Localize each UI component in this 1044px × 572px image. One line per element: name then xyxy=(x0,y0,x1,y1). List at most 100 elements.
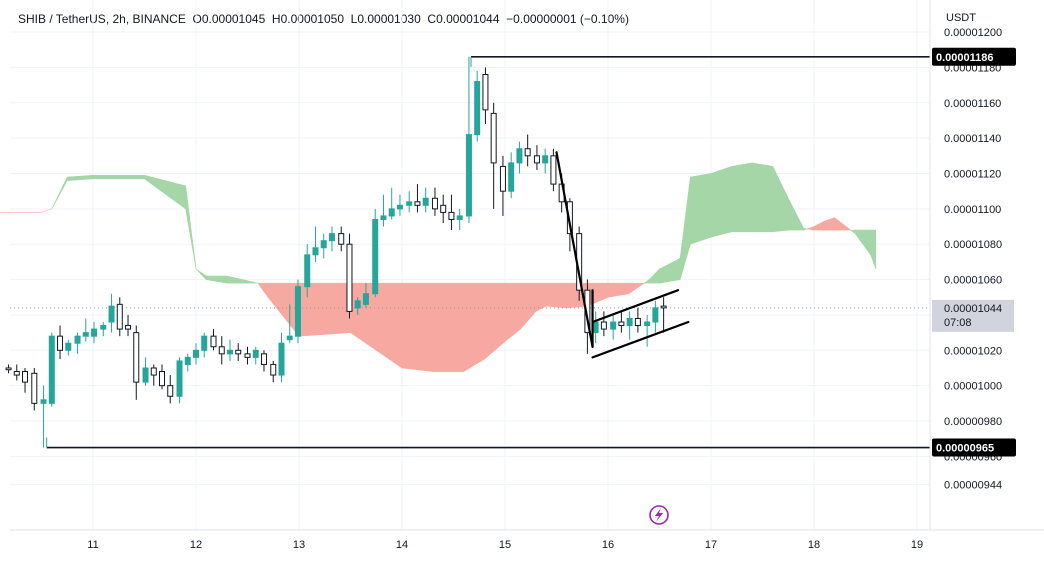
cloud-segment-bullish xyxy=(731,162,753,233)
candlesticks xyxy=(5,56,667,448)
candle-up xyxy=(396,204,403,210)
cloud-segment-bearish xyxy=(813,220,825,231)
candle-down xyxy=(440,204,447,213)
candle-down xyxy=(270,363,277,376)
price-level-tag xyxy=(932,47,1016,66)
bolt-icon[interactable] xyxy=(649,505,669,525)
price-tick-label: 0.00001200 xyxy=(944,27,1002,39)
candle-up xyxy=(65,342,72,351)
candle-down xyxy=(566,201,573,235)
price-level-tag-label: 0.00001186 xyxy=(936,52,994,64)
cloud-segment-bullish xyxy=(803,227,808,231)
cloud-segment-bullish xyxy=(710,166,732,238)
candle-down xyxy=(57,335,64,351)
candle-up xyxy=(516,148,523,164)
cloud-segment-bullish xyxy=(66,174,94,181)
cloud-segment-bearish xyxy=(463,282,485,373)
time-axis[interactable]: 11 12 13 14 15 16 17 18 19 xyxy=(87,539,923,551)
candle-up xyxy=(312,247,319,256)
candle-down xyxy=(5,367,12,371)
flag-upper-line[interactable] xyxy=(591,289,680,324)
candle-down xyxy=(533,155,540,164)
candle-up xyxy=(142,367,149,383)
candle-down xyxy=(490,112,497,164)
time-tick-label: 18 xyxy=(808,539,820,551)
candle-down xyxy=(31,372,38,404)
time-tick-label: 19 xyxy=(911,539,923,551)
candle-down xyxy=(260,353,267,365)
price-tick-label: 0.00001100 xyxy=(944,204,1001,216)
candle-down xyxy=(235,349,242,355)
symbol-label[interactable]: SHIB / TetherUS, 2h, BINANCE xyxy=(18,12,186,26)
price-tick-label: 0.00001140 xyxy=(944,133,1001,145)
cloud-segment-bearish xyxy=(587,282,609,307)
candle-up xyxy=(278,342,285,376)
candle-up xyxy=(294,286,301,337)
cloud-segment-bullish xyxy=(870,229,877,270)
candle-down xyxy=(618,321,625,327)
candle-down xyxy=(600,321,607,330)
price-tags: 0.00001186 0.00000965 0.00001044 07:08 xyxy=(932,47,1016,457)
cloud-segment-bullish xyxy=(92,174,145,180)
cloud-segment-bearish xyxy=(41,208,52,213)
candle-up xyxy=(252,349,259,358)
cloud-segment-bullish xyxy=(195,268,207,281)
candle-up xyxy=(542,155,549,164)
current-price-label: 0.00001044 xyxy=(944,303,1002,315)
candle-up xyxy=(201,335,208,351)
candle-up xyxy=(184,356,191,365)
cloud-segment-bearish xyxy=(807,226,815,231)
candle-up xyxy=(644,321,651,327)
candle-up xyxy=(74,335,81,344)
change-value: −0.00000001 (−0.10%) xyxy=(506,12,629,26)
close-value: C0.00001044 xyxy=(427,12,500,26)
candle-down xyxy=(150,367,157,376)
cloud-segment-bullish xyxy=(679,176,691,280)
candle-down xyxy=(13,371,20,376)
candle-up xyxy=(474,81,481,136)
candle-down xyxy=(159,371,166,387)
candle-up xyxy=(226,349,233,355)
price-tick-label: 0.00001160 xyxy=(944,98,1001,110)
candle-down xyxy=(414,201,421,206)
candle-up xyxy=(456,215,463,220)
price-axis-currency: USDT xyxy=(946,12,976,24)
cloud-segment-bullish xyxy=(648,268,660,284)
candle-up xyxy=(354,300,361,309)
horizontal-lines xyxy=(10,56,930,449)
price-tick-label: 0.00001080 xyxy=(944,239,1002,251)
candle-up xyxy=(40,399,47,404)
candle-up xyxy=(176,360,183,397)
candle-down xyxy=(125,325,132,330)
cloud-segment-bullish xyxy=(144,174,186,210)
cloud-segment-bearish xyxy=(504,282,521,343)
candle-down xyxy=(116,303,123,330)
cloud-segment-bearish xyxy=(520,282,537,330)
bar-countdown-label: 07:08 xyxy=(944,317,972,329)
flagpole-line[interactable] xyxy=(555,151,594,348)
cloud-segment-bearish xyxy=(350,282,403,369)
price-tick-label: 0.00001120 xyxy=(944,169,1001,181)
candle-up xyxy=(320,240,327,249)
cloud-segment-bullish xyxy=(772,166,789,233)
candle-down xyxy=(431,197,438,210)
flag-lower-line[interactable] xyxy=(591,320,690,359)
price-axis[interactable]: 0.000012000.000011800.000011600.00001140… xyxy=(944,27,1002,492)
time-tick-label: 15 xyxy=(499,539,511,551)
price-level-tag xyxy=(932,438,1016,457)
cloud-segment-bullish xyxy=(849,229,856,235)
candle-up xyxy=(592,321,599,334)
candle-up xyxy=(286,335,293,341)
candle-up xyxy=(380,215,387,220)
cloud-segment-bullish xyxy=(854,229,871,256)
candle-down xyxy=(634,317,641,327)
open-value: O0.00001045 xyxy=(192,12,266,26)
candle-up xyxy=(422,197,429,206)
time-tick-label: 16 xyxy=(602,539,614,551)
cloud-segment-bearish xyxy=(628,282,646,295)
chart-grid xyxy=(10,0,930,530)
time-tick-label: 11 xyxy=(87,539,98,551)
candle-down xyxy=(524,148,531,157)
candle-up xyxy=(91,328,98,337)
